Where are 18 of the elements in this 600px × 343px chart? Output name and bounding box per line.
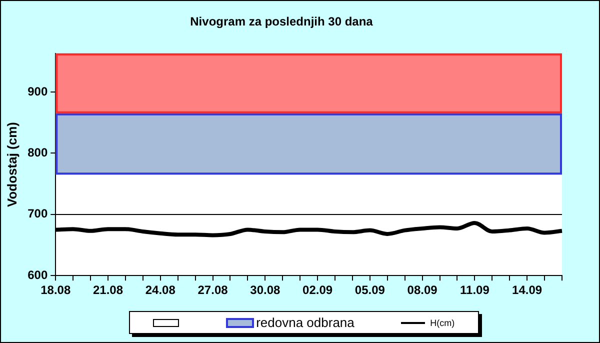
y-tick-label: 900 xyxy=(28,84,48,98)
y-axis-title: Vodostaj (cm) xyxy=(4,122,20,207)
x-tick-label: 14.09 xyxy=(512,283,542,298)
chart-title: Nivogram za poslednjih 30 dana xyxy=(190,14,374,29)
x-tick-label: 24.08 xyxy=(145,283,176,298)
x-tick-label: 08.09 xyxy=(407,283,438,298)
x-tick-label: 21.08 xyxy=(92,283,124,298)
x-tick-label: 02.09 xyxy=(302,283,333,298)
x-tick-label: 18.08 xyxy=(40,283,71,298)
x-tick-label: 27.08 xyxy=(198,283,228,298)
legend-label: H(cm) xyxy=(430,318,455,328)
legend-label: redovna odbrana xyxy=(256,315,354,330)
x-tick-label: 05.09 xyxy=(354,283,386,298)
x-tick-label: 11.09 xyxy=(460,283,490,298)
y-tick-label: 700 xyxy=(28,206,48,221)
y-tick-label: 800 xyxy=(28,145,48,160)
y-tick-label: 600 xyxy=(28,268,48,282)
x-tick-label: 30.08 xyxy=(250,283,280,298)
